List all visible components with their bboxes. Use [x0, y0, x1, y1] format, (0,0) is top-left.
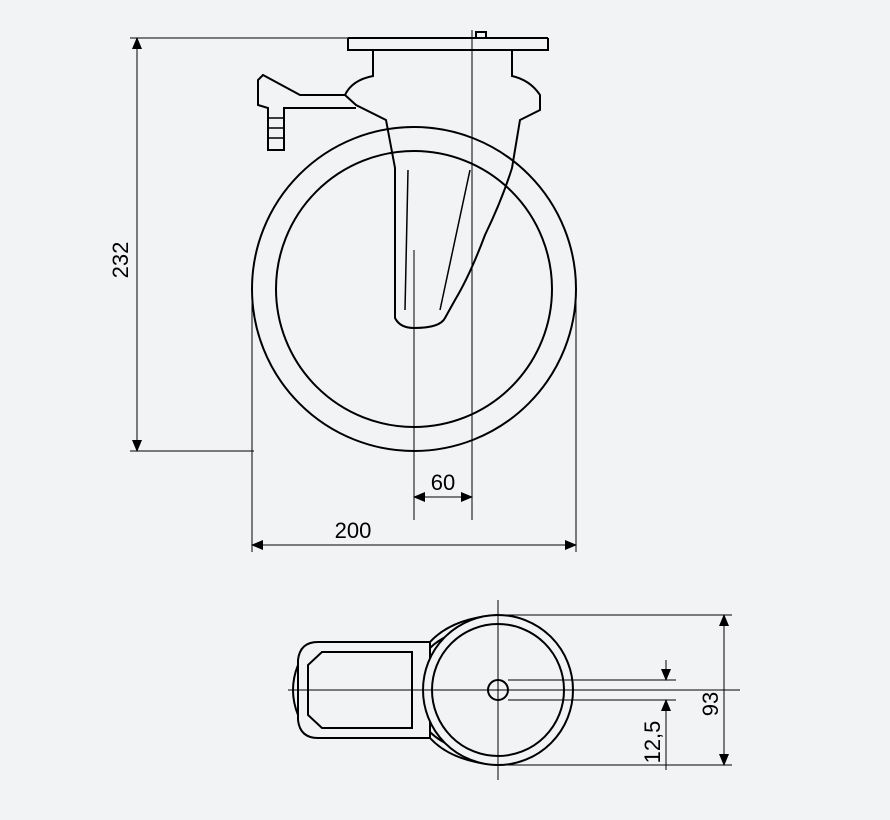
- top-view: 93 12,5: [288, 600, 740, 780]
- dim-label-12-5: 12,5: [640, 721, 665, 764]
- swivel-head: [345, 50, 540, 328]
- dim-label-232: 232: [108, 242, 133, 279]
- dim-label-93: 93: [698, 692, 723, 716]
- drawing-canvas: 232 200 60: [0, 0, 890, 820]
- side-view: 232 200 60: [108, 30, 576, 552]
- drawing-svg: 232 200 60: [0, 0, 890, 820]
- dim-label-200: 200: [335, 518, 372, 543]
- brake-pedal: [258, 75, 356, 150]
- top-plate: [348, 32, 548, 50]
- ext-232: [130, 38, 348, 451]
- dim-label-60: 60: [431, 470, 455, 495]
